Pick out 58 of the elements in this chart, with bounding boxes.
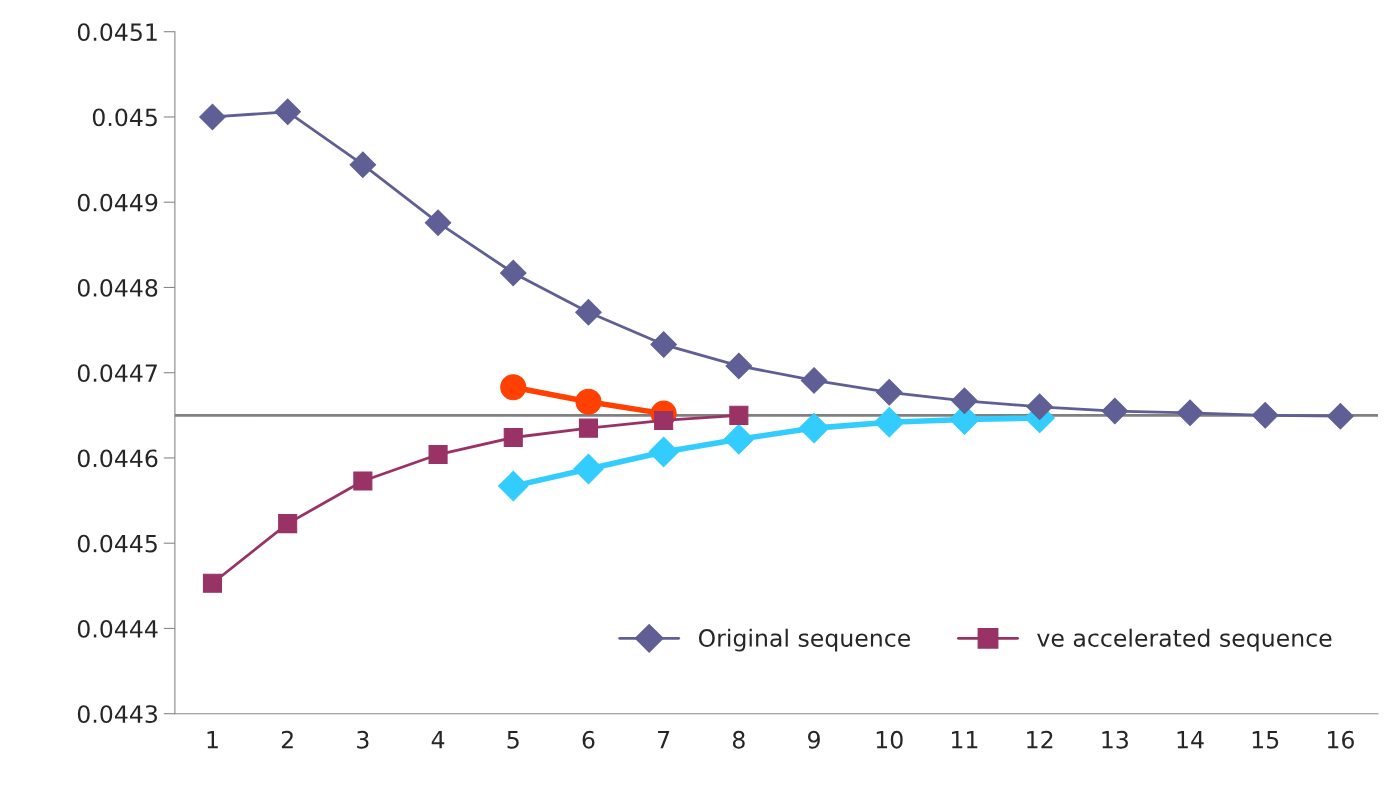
y-tick-label: 0.0449 bbox=[77, 193, 158, 212]
x-tick-label: 10 bbox=[876, 730, 903, 749]
point bbox=[951, 387, 978, 415]
point bbox=[573, 453, 604, 485]
x-tick-label: 5 bbox=[507, 731, 519, 749]
point bbox=[798, 412, 830, 444]
x-tick-label: 4 bbox=[431, 731, 445, 749]
point bbox=[274, 98, 301, 126]
point bbox=[278, 514, 298, 534]
point bbox=[729, 405, 749, 425]
point bbox=[725, 352, 753, 380]
x-tick-label: 9 bbox=[808, 730, 820, 749]
point bbox=[202, 573, 223, 593]
x-tick-label: 6 bbox=[582, 730, 595, 749]
x-tick-label: 13 bbox=[1102, 730, 1128, 749]
point bbox=[349, 151, 377, 178]
x-tick-label: 8 bbox=[732, 730, 745, 749]
x-tick-label: 14 bbox=[1177, 731, 1204, 749]
point bbox=[424, 209, 452, 236]
point bbox=[800, 367, 828, 394]
point bbox=[500, 374, 527, 401]
point bbox=[498, 470, 529, 502]
point bbox=[1026, 393, 1053, 421]
point bbox=[199, 103, 226, 131]
y-tick-label: 0.0445 bbox=[77, 534, 157, 553]
y-tick-label: 0.0446 bbox=[77, 449, 158, 468]
point bbox=[648, 436, 679, 468]
point bbox=[1176, 399, 1204, 427]
point bbox=[575, 388, 602, 415]
y-tick-label: 0.0443 bbox=[77, 705, 158, 724]
x-tick-label: 11 bbox=[952, 731, 978, 749]
legend-label: ve accelerated sequence bbox=[1037, 628, 1332, 652]
y-tick-label: 0.0444 bbox=[77, 619, 158, 638]
point bbox=[723, 423, 755, 455]
y-tick-label: 0.0451 bbox=[77, 23, 157, 42]
x-tick-label: 2 bbox=[281, 730, 293, 749]
point bbox=[578, 418, 598, 438]
point bbox=[503, 427, 523, 448]
point bbox=[575, 298, 602, 326]
y-tick-label: 0.045 bbox=[92, 108, 157, 127]
x-tick-label: 3 bbox=[357, 730, 369, 749]
x-tick-label: 15 bbox=[1252, 731, 1279, 749]
x-tick-label: 12 bbox=[1027, 730, 1053, 749]
point bbox=[873, 406, 905, 438]
point bbox=[875, 379, 903, 406]
x-tick-label: 16 bbox=[1327, 730, 1354, 749]
point bbox=[353, 471, 373, 491]
legend-label: Original sequence bbox=[698, 628, 911, 652]
x-tick-label: 1 bbox=[207, 731, 218, 749]
point bbox=[1327, 402, 1354, 430]
point bbox=[428, 445, 448, 465]
y-tick-label: 0.0448 bbox=[77, 278, 158, 297]
point bbox=[1251, 402, 1279, 429]
x-tick-label: 7 bbox=[658, 731, 670, 749]
y-tick-label: 0.0447 bbox=[77, 364, 157, 383]
point bbox=[650, 331, 677, 358]
point bbox=[499, 259, 527, 287]
point bbox=[1101, 397, 1129, 425]
